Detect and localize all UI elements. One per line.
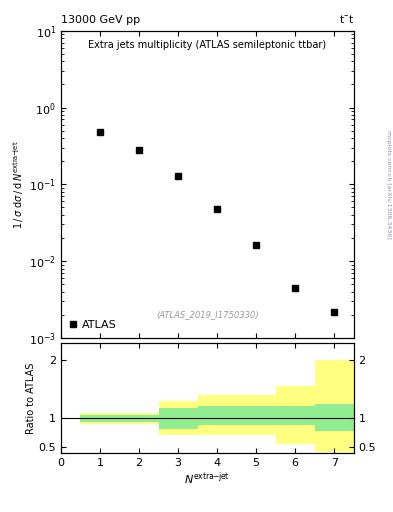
- ATLAS: [254, 242, 259, 248]
- Text: 13000 GeV pp: 13000 GeV pp: [61, 14, 140, 25]
- Text: mcplots.cern.ch [arXiv:1306.3436]: mcplots.cern.ch [arXiv:1306.3436]: [386, 130, 391, 239]
- ATLAS: [97, 129, 102, 135]
- ATLAS: [332, 309, 336, 315]
- ATLAS: [215, 206, 219, 212]
- Y-axis label: Ratio to ATLAS: Ratio to ATLAS: [26, 362, 36, 434]
- ATLAS: [293, 285, 298, 291]
- Text: Extra jets multiplicity (ATLAS semileptonic ttbar): Extra jets multiplicity (ATLAS semilepto…: [88, 40, 326, 50]
- Y-axis label: $1\,/\,\sigma\;{\rm d}\sigma\,/\,{\rm d}\,N^{\rm extra\!\!-\!\!jet}$: $1\,/\,\sigma\;{\rm d}\sigma\,/\,{\rm d}…: [11, 140, 26, 229]
- Legend: ATLAS: ATLAS: [66, 318, 119, 332]
- Text: (ATLAS_2019_I1750330): (ATLAS_2019_I1750330): [156, 310, 259, 319]
- Line: ATLAS: ATLAS: [96, 129, 338, 315]
- Text: t¯t: t¯t: [339, 14, 354, 25]
- X-axis label: $N^{\rm extra\!\!-\!\!jet}$: $N^{\rm extra\!\!-\!\!jet}$: [184, 471, 230, 487]
- ATLAS: [176, 173, 180, 179]
- ATLAS: [137, 147, 141, 153]
